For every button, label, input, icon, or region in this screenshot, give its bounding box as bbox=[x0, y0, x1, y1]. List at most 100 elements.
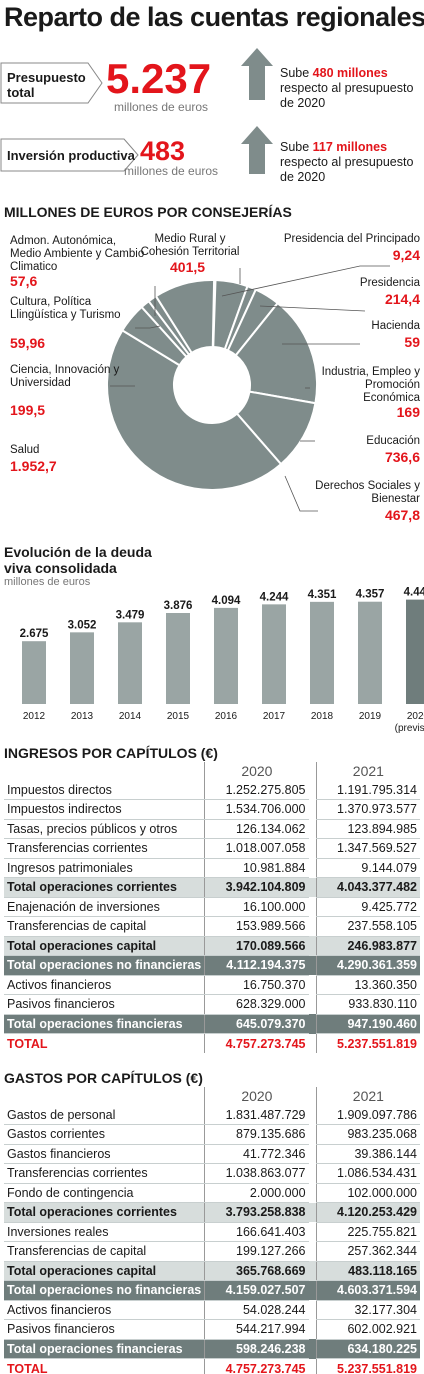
cell-2020: 4.757.273.745 bbox=[204, 1033, 309, 1053]
pie-label-educacion: Educación bbox=[366, 435, 420, 447]
pie-value-cultura: 59,96 bbox=[10, 335, 46, 351]
budget-note: Sube 480 millones respecto al presupuest… bbox=[280, 66, 414, 110]
pie-leader-line bbox=[135, 325, 161, 329]
pie-leader-line bbox=[259, 305, 366, 312]
row-label: Total operaciones no financieras bbox=[4, 955, 205, 976]
pie-value-industria: 169 bbox=[396, 404, 420, 420]
investment-label: Inversión productiva bbox=[7, 148, 135, 163]
bar-value-label: 4.351 bbox=[308, 589, 337, 601]
table-header-row: 2020 2021 bbox=[4, 762, 420, 780]
cell-2021: 225.755.821 bbox=[315, 1222, 420, 1242]
row-label: Transferencias corrientes bbox=[4, 838, 205, 859]
bar-category-label: 2018 bbox=[311, 711, 334, 722]
ingresos-table: 2020 2021 Impuestos directos 1.252.275.80… bbox=[4, 762, 420, 1053]
page-title: Reparto de las cuentas regionales bbox=[4, 2, 424, 32]
gastos-table: 2020 2021 Gastos de personal 1.831.487.72… bbox=[4, 1087, 420, 1374]
cell-2021: 1.909.097.786 bbox=[315, 1105, 420, 1125]
pie-value-salud: 1.952,7 bbox=[10, 458, 57, 474]
bar-title: Evolución de la deuda viva consolidada bbox=[4, 544, 152, 576]
bar-value-label: 4.244 bbox=[260, 591, 289, 603]
bar-2014 bbox=[118, 622, 142, 704]
cell-2021: 4.603.371.594 bbox=[315, 1280, 420, 1301]
header-label bbox=[4, 762, 205, 780]
table-row: Total operaciones capital 170.089.566 246.… bbox=[4, 936, 420, 956]
bar-category-label: 2016 bbox=[215, 711, 238, 722]
cell-2020: 153.989.566 bbox=[204, 916, 309, 937]
cell-2020: 365.768.669 bbox=[204, 1261, 309, 1281]
pie-leader-line bbox=[221, 265, 390, 297]
cell-2021: 5.237.551.819 bbox=[315, 1033, 420, 1053]
pie-label-medio-rural: Medio Rural y Cohesión Territorial bbox=[140, 233, 240, 258]
row-label: Impuestos directos bbox=[4, 780, 205, 800]
table-row: Total operaciones financieras 645.079.370… bbox=[4, 1014, 420, 1034]
cell-2020: 879.135.686 bbox=[204, 1124, 309, 1145]
table-row: Inversiones reales 166.641.403 225.755.821 bbox=[4, 1222, 420, 1242]
bar-2017 bbox=[262, 604, 286, 704]
row-label: Impuestos indirectos bbox=[4, 799, 205, 820]
bar-category-label: 2012 bbox=[23, 711, 46, 722]
pie-value-derechos: 467,8 bbox=[384, 507, 420, 523]
bar-category-label: 2015 bbox=[167, 711, 190, 722]
cell-2020: 3.942.104.809 bbox=[204, 877, 309, 898]
table-row: Gastos corrientes 879.135.686 983.235.068 bbox=[4, 1124, 420, 1145]
row-label: Total operaciones financieras bbox=[4, 1339, 205, 1359]
table-row: Total operaciones corrientes 3.793.258.83… bbox=[4, 1202, 420, 1223]
table-row: Total operaciones financieras 598.246.238… bbox=[4, 1339, 420, 1359]
pie-label-ciencia: Ciencia, Innovación y Universidad bbox=[10, 364, 120, 389]
cell-2020: 54.028.244 bbox=[204, 1300, 309, 1320]
table-row: Transferencias corrientes 1.018.007.058 1.… bbox=[4, 838, 420, 859]
cell-2020: 4.159.027.507 bbox=[204, 1280, 309, 1301]
ingresos-title: INGRESOS POR CAPÍTULOS (€) bbox=[4, 745, 218, 761]
cell-2021: 9.425.772 bbox=[315, 897, 420, 917]
row-label: Gastos corrientes bbox=[4, 1124, 205, 1145]
bar-2016 bbox=[214, 607, 238, 704]
table-row: Transferencias de capital 153.989.566 237.… bbox=[4, 916, 420, 937]
cell-2021: 602.002.921 bbox=[315, 1319, 420, 1340]
pie-title: MILLONES DE EUROS POR CONSEJERÍAS bbox=[4, 204, 292, 220]
row-label: Total operaciones financieras bbox=[4, 1014, 205, 1034]
cell-2021: 4.043.377.482 bbox=[315, 877, 420, 898]
cell-2020: 10.981.884 bbox=[204, 858, 309, 878]
row-label: Inversiones reales bbox=[4, 1222, 205, 1242]
pie-slice-4 bbox=[234, 301, 318, 405]
pie-slice-6 bbox=[106, 328, 283, 491]
header-2021: 2021 bbox=[315, 762, 420, 780]
cell-2020: 3.793.258.838 bbox=[204, 1202, 309, 1223]
cell-2021: 39.386.144 bbox=[315, 1144, 420, 1164]
row-label: Gastos financieros bbox=[4, 1144, 205, 1164]
cell-2021: 246.983.877 bbox=[315, 936, 420, 956]
pie-value-presidencia: 214,4 bbox=[384, 291, 420, 307]
cell-2020: 166.641.403 bbox=[204, 1222, 309, 1242]
bar-2020 bbox=[406, 599, 424, 704]
pie-label-salud: Salud bbox=[10, 444, 40, 456]
row-label: Tasas, precios públicos y otros bbox=[4, 819, 205, 839]
cell-2021: 983.235.068 bbox=[315, 1124, 420, 1145]
investment-note: Sube 117 millones respecto al presupuest… bbox=[280, 140, 414, 184]
cell-2020: 16.100.000 bbox=[204, 897, 309, 917]
row-label: Transferencias de capital bbox=[4, 916, 205, 937]
pie-leader-line bbox=[284, 475, 318, 512]
cell-2020: 544.217.994 bbox=[204, 1319, 309, 1340]
pie-chart bbox=[106, 265, 390, 512]
table-row: Activos financieros 16.750.370 13.360.350 bbox=[4, 975, 420, 995]
bar-category-label: 2014 bbox=[119, 711, 142, 722]
cell-2021: 933.830.110 bbox=[315, 994, 420, 1015]
investment-value: 483 bbox=[140, 136, 186, 166]
table-row: Transferencias corrientes 1.038.863.077 1.… bbox=[4, 1163, 420, 1184]
table-row: Fondo de contingencia 2.000.000 102.000.00… bbox=[4, 1183, 420, 1203]
cell-2021: 13.360.350 bbox=[315, 975, 420, 995]
table-row: Total operaciones no financieras 4.159.02… bbox=[4, 1280, 420, 1301]
table-row: Transferencias de capital 199.127.266 257.… bbox=[4, 1241, 420, 1262]
row-label: Transferencias de capital bbox=[4, 1241, 205, 1262]
cell-2020: 4.757.273.745 bbox=[204, 1358, 309, 1374]
cell-2020: 645.079.370 bbox=[204, 1014, 309, 1034]
cell-2020: 1.018.007.058 bbox=[204, 838, 309, 859]
cell-2020: 199.127.266 bbox=[204, 1241, 309, 1262]
budget-unit: millones de euros bbox=[114, 100, 209, 114]
cell-2020: 1.038.863.077 bbox=[204, 1163, 309, 1184]
bar-value-label: 3.876 bbox=[164, 600, 193, 612]
cell-2021: 32.177.304 bbox=[315, 1300, 420, 1320]
cell-2020: 598.246.238 bbox=[204, 1339, 309, 1359]
table-row: Gastos financieros 41.772.346 39.386.144 bbox=[4, 1144, 420, 1164]
cell-2020: 170.089.566 bbox=[204, 936, 309, 956]
